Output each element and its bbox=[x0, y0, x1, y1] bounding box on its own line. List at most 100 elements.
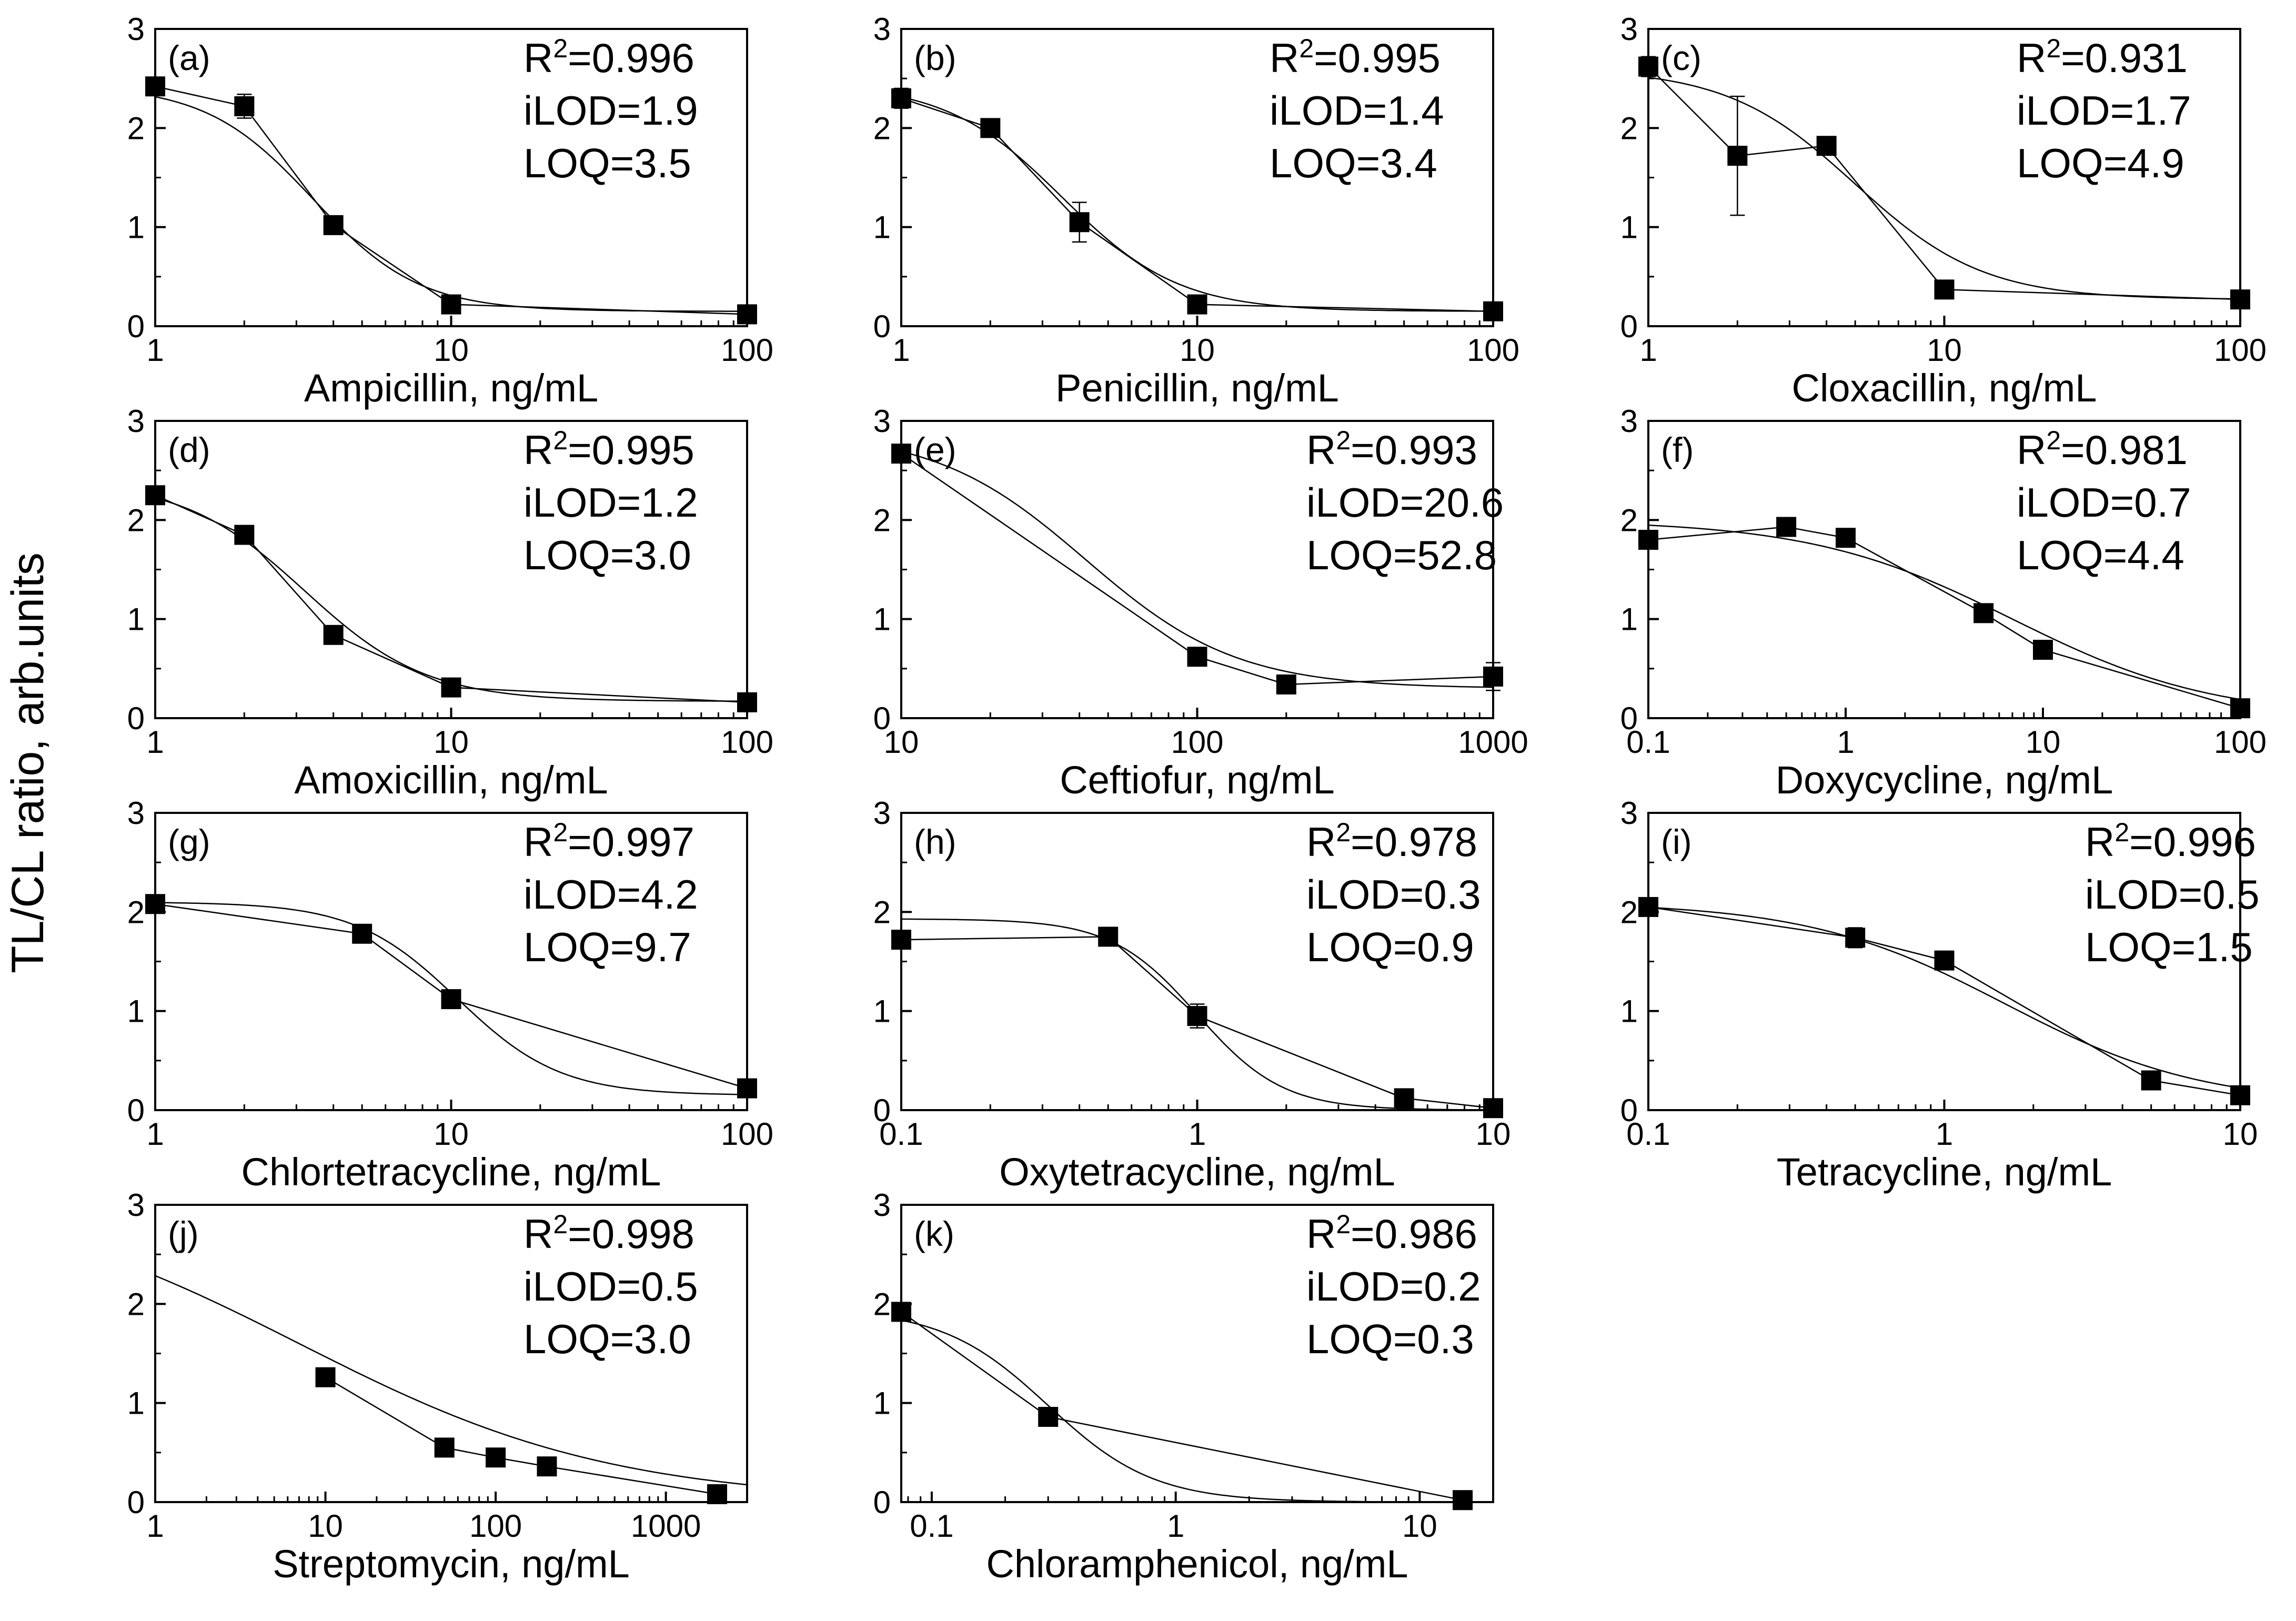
annotation-ilod: iLOD=1.7 bbox=[2017, 87, 2191, 134]
x-tick-label: 1 bbox=[1167, 1508, 1184, 1544]
data-connector bbox=[325, 1376, 718, 1495]
panel-label: (d) bbox=[168, 430, 210, 469]
x-axis-label: Cloxacillin, ng/mL bbox=[1792, 366, 2097, 410]
y-tick-label: 1 bbox=[127, 602, 145, 637]
data-point bbox=[1483, 301, 1503, 321]
x-tick-label: 100 bbox=[721, 724, 773, 760]
y-tick-label: 1 bbox=[1620, 210, 1638, 245]
x-tick-label: 10 bbox=[1402, 1508, 1437, 1544]
x-axis-label: Tetracycline, ng/mL bbox=[1777, 1150, 2112, 1194]
annotation-ilod: iLOD=1.2 bbox=[523, 479, 698, 526]
y-tick-label: 2 bbox=[127, 1286, 145, 1322]
x-tick-label: 0.1 bbox=[910, 1508, 953, 1544]
x-tick-label: 1 bbox=[1189, 1116, 1206, 1152]
annotation-ilod: iLOD=0.3 bbox=[1306, 871, 1481, 918]
x-tick-label: 100 bbox=[721, 1116, 773, 1152]
data-point bbox=[323, 215, 344, 235]
annotation-r2: R2=0.995 bbox=[1270, 34, 1441, 81]
annotation-loq: LOQ=4.9 bbox=[2017, 140, 2184, 186]
x-axis-label: Ampicillin, ng/mL bbox=[304, 366, 598, 410]
x-tick-label: 10 bbox=[2026, 724, 2061, 760]
data-point bbox=[737, 1078, 757, 1099]
data-point bbox=[891, 930, 911, 950]
data-point bbox=[441, 677, 461, 698]
y-tick-label: 2 bbox=[1620, 110, 1638, 146]
data-point bbox=[1483, 666, 1503, 687]
data-point bbox=[1934, 950, 1955, 971]
annotation-loq: LOQ=4.4 bbox=[2017, 532, 2184, 578]
data-point bbox=[1069, 212, 1090, 233]
data-point bbox=[1973, 603, 1994, 623]
data-point bbox=[1453, 1490, 1473, 1511]
y-tick-label: 2 bbox=[1620, 894, 1638, 930]
y-tick-label: 0 bbox=[873, 1093, 891, 1128]
panel-label: (k) bbox=[914, 1214, 954, 1253]
data-point bbox=[145, 485, 165, 506]
data-point bbox=[2230, 289, 2250, 310]
data-point bbox=[1845, 928, 1866, 948]
data-point bbox=[891, 444, 911, 464]
data-connector bbox=[901, 453, 1493, 686]
x-tick-label: 10 bbox=[1476, 1116, 1511, 1152]
panel-i: 0 1 2 3 0.1 1 10 (i) R2=0.996 iLOD=0.5 LOQ=1.5 Tetr… bbox=[1620, 796, 2260, 1194]
annotation-ilod: iLOD=0.7 bbox=[2017, 479, 2191, 526]
data-point bbox=[1187, 1006, 1207, 1026]
data-point bbox=[2230, 698, 2250, 719]
x-tick-label: 100 bbox=[1467, 333, 1519, 368]
data-point bbox=[737, 692, 757, 712]
panel-label: (c) bbox=[1661, 38, 1701, 77]
x-axis-label: Streptomycin, ng/mL bbox=[273, 1542, 630, 1586]
y-tick-label: 1 bbox=[873, 994, 891, 1029]
data-point bbox=[1187, 294, 1207, 315]
data-point bbox=[1638, 56, 1658, 77]
y-axis-label: TL/CL ratio, arb.units bbox=[3, 552, 53, 973]
annotation-ilod: iLOD=0.5 bbox=[523, 1263, 698, 1310]
y-tick-label: 2 bbox=[873, 110, 891, 146]
data-point bbox=[441, 989, 461, 1010]
x-tick-label: 0.1 bbox=[1626, 1116, 1670, 1152]
data-point bbox=[2033, 640, 2053, 660]
panel-f: 0 1 2 3 0.1 1 10 100 (f) R2=0.981 iLOD=0.7 LOQ=4.4 D… bbox=[1620, 404, 2267, 802]
x-tick-label: 10 bbox=[434, 333, 469, 368]
data-point bbox=[1638, 530, 1658, 550]
fit-curve bbox=[1648, 907, 2240, 1089]
data-point bbox=[1836, 528, 1856, 548]
annotation-r2: R2=0.995 bbox=[523, 426, 694, 473]
fit-curve bbox=[1648, 76, 2240, 300]
data-point bbox=[234, 96, 255, 116]
annotation-loq: LOQ=1.5 bbox=[2085, 924, 2253, 970]
y-tick-label: 0 bbox=[873, 701, 891, 736]
x-axis-label: Doxycycline, ng/mL bbox=[1776, 758, 2113, 802]
annotation-ilod: iLOD=0.5 bbox=[2085, 871, 2260, 918]
data-point bbox=[980, 118, 1001, 138]
data-point bbox=[1187, 647, 1207, 667]
data-point bbox=[434, 1437, 455, 1458]
y-tick-label: 2 bbox=[127, 894, 145, 930]
y-tick-label: 0 bbox=[1620, 309, 1638, 344]
y-tick-label: 1 bbox=[127, 994, 145, 1029]
annotation-ilod: iLOD=0.2 bbox=[1306, 1263, 1481, 1310]
panel-k: 0 1 2 3 0.1 1 10 (k) R2=0.986 iLOD=0.2 LOQ=0.3 Chlo… bbox=[873, 1187, 1494, 1586]
y-tick-label: 2 bbox=[127, 110, 145, 146]
y-tick-label: 0 bbox=[127, 1093, 145, 1128]
x-tick-label: 100 bbox=[2214, 724, 2267, 760]
data-point bbox=[234, 525, 255, 545]
data-point bbox=[486, 1447, 506, 1468]
fit-curve bbox=[901, 1320, 1493, 1502]
data-point bbox=[737, 304, 757, 325]
data-point bbox=[2141, 1070, 2161, 1091]
data-point bbox=[1638, 897, 1658, 917]
y-tick-label: 1 bbox=[873, 1386, 891, 1421]
y-tick-label: 2 bbox=[873, 1286, 891, 1322]
panel-e: 0 1 2 3 10 100 1000 (e) R2=0.993 iLOD=20.6 LOQ=52.… bbox=[873, 404, 1528, 802]
y-tick-label: 1 bbox=[127, 210, 145, 245]
y-tick-label: 1 bbox=[873, 210, 891, 245]
x-axis-label: Chloramphenicol, ng/mL bbox=[986, 1542, 1408, 1586]
data-connector bbox=[1648, 526, 2240, 709]
annotation-ilod: iLOD=1.4 bbox=[1270, 87, 1444, 134]
y-tick-label: 3 bbox=[873, 1187, 891, 1223]
